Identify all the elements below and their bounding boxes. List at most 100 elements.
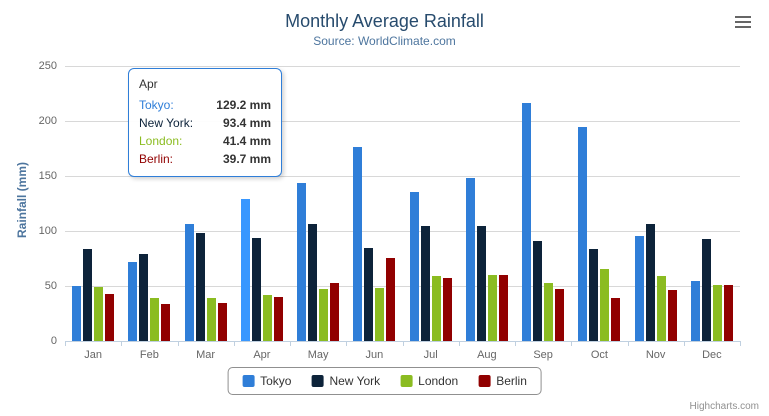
y-axis-tick-label: 50 (44, 280, 57, 292)
bar-tokyo-mar[interactable] (184, 223, 194, 341)
bar-berlin-dec[interactable] (723, 284, 733, 341)
bar-new-york-jun[interactable] (364, 248, 374, 341)
legend-label: Tokyo (260, 374, 292, 388)
y-gridline (65, 286, 740, 287)
x-axis-tick (402, 341, 404, 346)
bar-london-may[interactable] (319, 289, 329, 341)
x-axis-tick (121, 341, 123, 346)
bar-berlin-aug[interactable] (498, 274, 508, 341)
bar-new-york-may[interactable] (308, 224, 318, 341)
bar-london-mar[interactable] (206, 297, 216, 341)
bar-berlin-jul[interactable] (442, 277, 452, 341)
x-axis-tick (346, 341, 348, 346)
y-gridline (65, 231, 740, 232)
y-axis-tick-label: 0 (50, 335, 57, 347)
bar-london-jan[interactable] (94, 287, 104, 341)
y-gridline (65, 66, 740, 67)
legend-item-berlin[interactable]: Berlin (478, 374, 527, 388)
bar-berlin-apr[interactable] (273, 297, 283, 341)
bar-new-york-oct[interactable] (589, 249, 599, 341)
bar-berlin-feb[interactable] (161, 304, 171, 341)
y-axis-tick-label: 150 (38, 170, 57, 182)
bar-london-aug[interactable] (487, 275, 497, 341)
bar-berlin-jun[interactable] (386, 257, 396, 341)
bar-tokyo-aug[interactable] (465, 177, 475, 341)
x-axis-label: Nov (645, 349, 666, 361)
x-axis-label: Feb (139, 349, 159, 361)
credits-link[interactable]: Highcharts.com (689, 401, 759, 412)
bar-new-york-apr[interactable] (251, 238, 261, 341)
x-axis-tick (683, 341, 685, 346)
y-gridline (65, 176, 740, 177)
bar-new-york-aug[interactable] (476, 226, 486, 341)
x-axis-label: Oct (590, 349, 608, 361)
x-axis-tick (177, 341, 179, 346)
bar-tokyo-oct[interactable] (578, 127, 588, 341)
bar-new-york-mar[interactable] (195, 232, 205, 341)
bar-berlin-mar[interactable] (217, 303, 227, 341)
legend-label: Berlin (496, 374, 527, 388)
x-axis-label: Jun (365, 349, 384, 361)
bar-berlin-sep[interactable] (555, 288, 565, 341)
x-axis-tick (571, 341, 573, 346)
bar-tokyo-jun[interactable] (353, 147, 363, 341)
chart-subtitle: Source: WorldClimate.com (313, 34, 456, 48)
legend-swatch (242, 375, 255, 387)
bar-tokyo-dec[interactable] (690, 281, 700, 341)
chart-title: Monthly Average Rainfall (285, 11, 484, 31)
bar-new-york-jul[interactable] (420, 225, 430, 341)
legend-item-new-york[interactable]: New York (311, 374, 380, 388)
bar-tokyo-nov[interactable] (634, 235, 644, 341)
x-axis-tick (740, 341, 741, 346)
x-axis-label: Sep (533, 349, 553, 361)
burger-line (735, 21, 751, 23)
bar-new-york-jan[interactable] (83, 249, 93, 341)
x-axis-tick (65, 341, 66, 346)
burger-line (735, 16, 751, 18)
legend-swatch (400, 375, 413, 387)
bar-tokyo-feb[interactable] (128, 262, 138, 341)
bar-berlin-may[interactable] (330, 283, 340, 341)
x-axis-label: Apr (253, 349, 271, 361)
bar-london-dec[interactable] (712, 284, 722, 341)
bar-berlin-jan[interactable] (105, 294, 115, 341)
y-axis-tick-label: 200 (38, 115, 57, 127)
legend-item-tokyo[interactable]: Tokyo (242, 374, 291, 388)
bar-london-nov[interactable] (656, 275, 666, 341)
export-menu-icon[interactable] (731, 12, 755, 32)
bar-london-sep[interactable] (544, 283, 554, 341)
y-axis-tick-label: 250 (38, 60, 57, 72)
x-axis-tick (627, 341, 629, 346)
legend-swatch (478, 375, 491, 387)
bar-tokyo-sep[interactable] (522, 102, 532, 341)
bar-tokyo-jan[interactable] (72, 286, 82, 341)
bar-new-york-feb[interactable] (139, 254, 149, 341)
bar-london-feb[interactable] (150, 298, 160, 341)
x-axis-tick (515, 341, 516, 346)
x-axis-label: Jan (84, 349, 102, 361)
x-axis-label: Jul (423, 349, 438, 361)
bar-london-jun[interactable] (375, 287, 385, 341)
bar-london-jul[interactable] (431, 276, 441, 341)
bar-tokyo-may[interactable] (297, 182, 307, 341)
bar-berlin-nov[interactable] (667, 289, 677, 341)
legend: Tokyo New York London Berlin (227, 367, 542, 395)
burger-line (735, 26, 751, 28)
bar-new-york-dec[interactable] (701, 239, 711, 341)
legend-label: New York (329, 374, 381, 388)
bar-london-oct[interactable] (600, 269, 610, 341)
x-axis-tick (233, 341, 235, 346)
bar-new-york-nov[interactable] (645, 223, 655, 341)
x-axis-label: Dec (702, 349, 722, 361)
x-axis-tick (290, 341, 291, 346)
bar-tokyo-jul[interactable] (409, 191, 419, 341)
bar-tokyo-apr[interactable] (240, 198, 250, 341)
y-axis-tick-label: 100 (38, 225, 57, 237)
bar-london-apr[interactable] (262, 295, 272, 341)
legend-item-london[interactable]: London (400, 374, 458, 388)
y-gridline (65, 121, 740, 122)
bar-berlin-oct[interactable] (611, 297, 621, 341)
bar-new-york-sep[interactable] (533, 240, 543, 341)
